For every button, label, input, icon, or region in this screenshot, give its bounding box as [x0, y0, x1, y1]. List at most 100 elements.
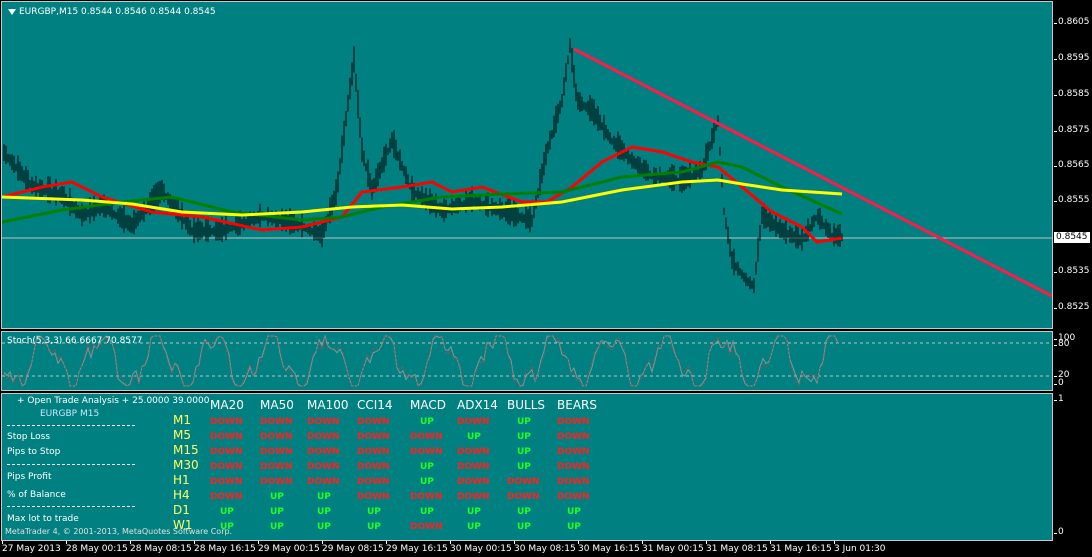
price-tick: 0.8555 [1054, 195, 1090, 205]
ma-red-line [2, 145, 843, 244]
price-tick: 0.8585 [1054, 89, 1090, 99]
time-tick: 31 May 08:15 [706, 541, 768, 554]
signal-cell: UP [220, 522, 234, 532]
analysis-tick: 0 [1054, 527, 1064, 537]
time-tick: 31 May 00:15 [642, 541, 704, 554]
signal-cell: UP [220, 507, 234, 517]
signal-cell: DOWN [557, 492, 590, 502]
signal-cell: DOWN [210, 432, 243, 442]
signal-cell: DOWN [457, 462, 490, 472]
signal-cell: DOWN [260, 447, 293, 457]
analysis-symbol: EURGBP M15 [40, 409, 100, 419]
signal-cell: DOWN [457, 417, 490, 427]
time-tick: 30 May 00:15 [450, 541, 512, 554]
timeframe-label: W1 [173, 518, 193, 532]
signal-cell: UP [517, 507, 531, 517]
signal-cell: UP [517, 432, 531, 442]
price-chart-pane[interactable]: EURGBP,M15 0.8544 0.8546 0.8544 0.8545 [1, 1, 1053, 329]
copyright-text: MetaTrader 4, © 2001-2013, MetaQuotes So… [5, 527, 233, 536]
time-tick: 27 May 2013 [2, 541, 61, 554]
signal-cell: UP [467, 522, 481, 532]
signal-cell: DOWN [357, 447, 390, 457]
signal-cell: DOWN [557, 447, 590, 457]
signal-cell: DOWN [260, 432, 293, 442]
timeframe-label: M5 [173, 428, 191, 442]
trade-analysis-pane[interactable]: + Open Trade Analysis + 25.0000 39.0000 … [1, 393, 1053, 541]
signal-cell: UP [567, 522, 581, 532]
time-axis: 27 May 2013 28 May 00:15 28 May 08:15 28 Ma… [0, 541, 1092, 557]
signal-cell: UP [567, 507, 581, 517]
signal-cell: DOWN [307, 477, 340, 487]
time-tick: 28 May 16:15 [194, 541, 256, 554]
signal-cell: UP [420, 417, 434, 427]
signal-cell: DOWN [307, 447, 340, 457]
signal-cell: UP [467, 432, 481, 442]
signal-cell: UP [467, 507, 481, 517]
divider [7, 506, 135, 507]
stoch-main-line [3, 334, 839, 387]
signal-cell: UP [367, 522, 381, 532]
signal-cell: DOWN [457, 477, 490, 487]
signal-cell: DOWN [557, 417, 590, 427]
stoch-tick: 20 [1053, 370, 1070, 380]
signal-cell: UP [517, 462, 531, 472]
signal-cell: DOWN [260, 417, 293, 427]
analysis-axis: 1 0 [1054, 393, 1092, 541]
price-tick: 0.8525 [1054, 302, 1090, 312]
price-tick: 0.8565 [1054, 160, 1090, 170]
divider [7, 425, 135, 426]
column-header-bears: BEARS [557, 398, 597, 412]
signal-cell: DOWN [307, 462, 340, 472]
signal-cell: DOWN [357, 417, 390, 427]
signal-cell: UP [420, 507, 434, 517]
column-header-bulls: BULLS [507, 398, 546, 412]
timeframe-label: D1 [173, 503, 190, 517]
signal-cell: UP [270, 522, 284, 532]
signal-cell: UP [270, 492, 284, 502]
time-tick: 29 May 08:15 [322, 541, 384, 554]
signal-cell: DOWN [410, 522, 443, 532]
dropdown-triangle-icon [8, 8, 16, 15]
stochastic-axis: 100 80 20 0 [1053, 331, 1092, 391]
pips-to-stop-label: Pips to Stop [7, 447, 61, 457]
stochastic-canvas [2, 334, 1052, 388]
pct-balance-label: % of Balance [7, 490, 66, 500]
signal-cell: DOWN [210, 447, 243, 457]
signal-cell: DOWN [260, 462, 293, 472]
stoch-tick: 100 [1053, 333, 1076, 343]
stoch-tick: 80 [1053, 339, 1070, 349]
time-tick: 30 May 08:15 [514, 541, 576, 554]
timeframe-label: H4 [173, 488, 190, 502]
column-header-ma50: MA50 [260, 398, 294, 412]
trendline [573, 47, 1052, 298]
signal-cell: UP [420, 477, 434, 487]
signal-cell: DOWN [457, 492, 490, 502]
signal-cell: DOWN [410, 432, 443, 442]
stop-loss-label: Stop Loss [7, 432, 51, 442]
price-axis: 0.8605 0.8595 0.8585 0.8575 0.8565 0.855… [1054, 1, 1092, 329]
column-header-macd: MACD [410, 398, 446, 412]
signal-cell: UP [367, 507, 381, 517]
signal-cell: DOWN [557, 462, 590, 472]
price-chart-canvas [2, 38, 1052, 298]
signal-cell: DOWN [507, 477, 540, 487]
price-tick: 0.8605 [1054, 17, 1090, 27]
pips-profit-label: Pips Profit [7, 472, 52, 482]
signal-cell: DOWN [557, 432, 590, 442]
timeframe-label: H1 [173, 473, 190, 487]
chart-title: EURGBP,M15 0.8544 0.8546 0.8544 0.8545 [8, 7, 216, 17]
time-tick: 31 May 16:15 [770, 541, 832, 554]
signal-cell: UP [517, 417, 531, 427]
time-tick: 29 May 00:15 [258, 541, 320, 554]
stoch-tick: 0 [1054, 378, 1064, 388]
stochastic-pane[interactable]: Stoch(5,3,3) 66.6667 70.8577 [1, 331, 1053, 391]
signal-cell: UP [317, 492, 331, 502]
price-tick: 0.8595 [1054, 53, 1090, 63]
signal-cell: DOWN [307, 432, 340, 442]
ma-yellow-line [2, 178, 843, 217]
column-header-adx14: ADX14 [457, 398, 498, 412]
signal-cell: UP [517, 447, 531, 457]
column-header-ma20: MA20 [210, 398, 244, 412]
signal-cell: DOWN [357, 477, 390, 487]
timeframe-label: M1 [173, 413, 191, 427]
